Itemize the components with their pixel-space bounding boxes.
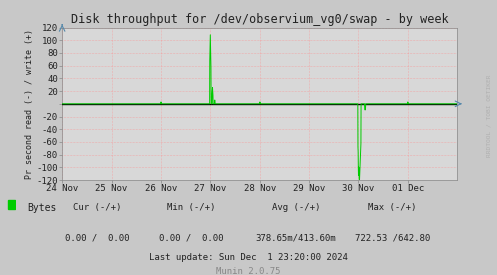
Y-axis label: Pr second read (-) / write (+): Pr second read (-) / write (+) [25,29,34,179]
Text: 378.65m/413.60m: 378.65m/413.60m [255,233,336,242]
Bar [8,200,14,209]
Text: 0.00 /  0.00: 0.00 / 0.00 [65,233,129,242]
Text: RRDTOOL / TOBI OETIKER: RRDTOOL / TOBI OETIKER [486,74,491,157]
Text: Avg (-/+): Avg (-/+) [271,203,320,212]
Text: Max (-/+): Max (-/+) [368,203,417,212]
Text: Bytes: Bytes [27,203,57,213]
Text: Min (-/+): Min (-/+) [167,203,216,212]
Text: Last update: Sun Dec  1 23:20:00 2024: Last update: Sun Dec 1 23:20:00 2024 [149,253,348,262]
Text: 722.53 /642.80: 722.53 /642.80 [355,233,430,242]
Text: Cur (-/+): Cur (-/+) [73,203,121,212]
Title: Disk throughput for /dev/observium_vg0/swap - by week: Disk throughput for /dev/observium_vg0/s… [71,13,448,26]
Text: Munin 2.0.75: Munin 2.0.75 [216,267,281,275]
Text: 0.00 /  0.00: 0.00 / 0.00 [159,233,224,242]
